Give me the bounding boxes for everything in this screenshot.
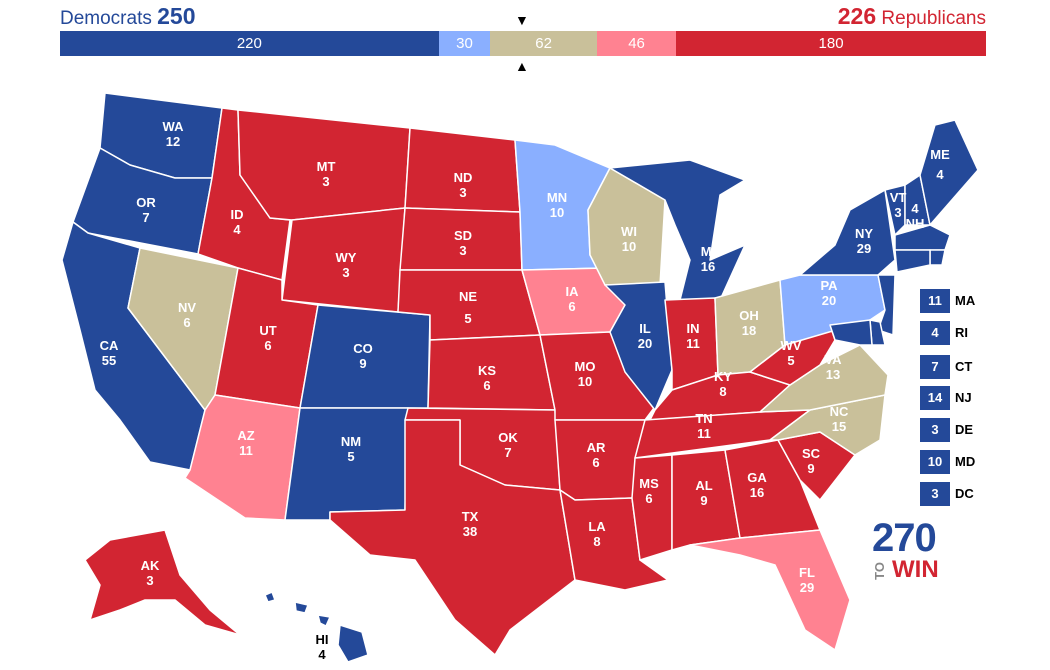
small-state-ev-MD[interactable]: 10	[920, 450, 950, 474]
democrats-name: Democrats	[60, 8, 152, 29]
small-state-ev-NJ[interactable]: 14	[920, 386, 950, 410]
electoral-vote-bar: 220 30 62 46 180	[60, 31, 986, 56]
state-label-PA: PA 20	[820, 278, 838, 308]
state-label-GA: GA 16	[747, 470, 767, 500]
270towin-logo[interactable]: 270 TO WIN	[872, 516, 939, 583]
state-label-WV: WV 5	[781, 338, 802, 368]
state-label-ME: ME 4	[930, 147, 950, 182]
state-label-NC: NC 15	[830, 404, 849, 434]
state-label-LA: LA 8	[588, 519, 606, 549]
state-label-NY: NY 29	[855, 226, 873, 256]
state-label-MI: MI 16	[701, 244, 715, 274]
republicans-label: 226 Republicans	[838, 4, 986, 31]
state-label-OK: OK 7	[498, 430, 518, 460]
state-label-UT: UT 6	[259, 323, 276, 353]
small-state-ev-MA[interactable]: 11	[920, 289, 950, 313]
state-AK[interactable]	[84, 529, 241, 636]
bar-segment-safe-dem: 220	[60, 31, 439, 56]
state-label-WA: WA 12	[163, 119, 185, 149]
state-CA[interactable]	[61, 221, 206, 471]
state-NJ[interactable]	[877, 274, 896, 336]
state-HI[interactable]	[264, 591, 369, 663]
small-state-ev-CT[interactable]: 7	[920, 355, 950, 379]
small-state-abbr-MA: MA	[955, 293, 976, 308]
bar-segment-lean-rep: 46	[596, 31, 677, 56]
small-state-abbr-NJ: NJ	[955, 390, 972, 405]
state-AR[interactable]	[554, 419, 646, 501]
small-state-ev-DC[interactable]: 3	[920, 482, 950, 506]
state-label-SC: SC 9	[802, 446, 821, 476]
small-state-abbr-DE: DE	[955, 422, 974, 437]
state-LA[interactable]	[559, 489, 669, 591]
state-CT[interactable]	[894, 249, 931, 273]
state-label-CO: CO 9	[353, 341, 373, 371]
state-label-AZ: AZ 11	[237, 428, 254, 458]
state-label-ID: ID 4	[231, 207, 244, 237]
us-map: WA 12 OR 7 CA 55 NV 6 ID 4 MT 3 WY 3 UT 6 AZ 11 C…	[61, 92, 979, 663]
state-label-VT: VT 3	[890, 190, 907, 220]
small-state-ev-RI[interactable]: 4	[920, 321, 950, 345]
state-label-NH: 4 NH	[906, 201, 925, 231]
state-label-MS: MS 6	[639, 476, 659, 506]
state-label-MT: MT 3	[317, 159, 336, 189]
state-label-TN: TN 11	[695, 411, 712, 441]
state-label-FL: FL 29	[799, 565, 815, 595]
small-state-abbr-DC: DC	[955, 486, 974, 501]
state-NM[interactable]	[284, 407, 409, 521]
state-FL[interactable]	[689, 529, 851, 651]
state-NY[interactable]	[799, 189, 896, 276]
state-label-OR: OR 7	[136, 195, 156, 225]
state-label-IL: IL 20	[638, 321, 652, 351]
state-IL[interactable]	[604, 281, 673, 411]
state-label-NV: NV 6	[178, 300, 196, 330]
state-label-KY: KY 8	[714, 369, 732, 399]
state-RI[interactable]	[929, 249, 946, 266]
small-state-abbr-RI: RI	[955, 325, 968, 340]
bar-segment-tossup: 62	[490, 31, 597, 56]
state-label-MN: MN 10	[547, 190, 567, 220]
state-ME[interactable]	[919, 119, 979, 226]
state-label-KS: KS 6	[478, 363, 496, 393]
state-TX[interactable]	[329, 419, 576, 656]
state-label-TX: TX 38	[462, 509, 479, 539]
state-label-NM: NM 5	[341, 434, 361, 464]
republicans-total: 226	[837, 3, 877, 29]
small-state-abbr-MD: MD	[955, 454, 976, 469]
state-label-AL: AL 9	[695, 478, 712, 508]
state-label-ND: ND 3	[454, 170, 473, 200]
logo-number: 270	[872, 516, 937, 560]
state-label-HI: HI 4	[316, 632, 329, 662]
state-label-OH: OH 18	[739, 308, 759, 338]
state-MI[interactable]	[609, 159, 746, 301]
state-label-WY: WY 3	[336, 250, 357, 280]
state-label-SD: SD 3	[454, 228, 472, 258]
democrats-label: Democrats 250	[60, 4, 196, 31]
state-label-NE: NE 5	[459, 289, 477, 326]
threshold-marker-bottom: ▲	[515, 58, 529, 74]
democrats-total: 250	[157, 3, 196, 29]
logo-to: TO	[872, 562, 887, 580]
small-state-ev-DE[interactable]: 3	[920, 418, 950, 442]
state-label-VA: VA 13	[824, 352, 842, 382]
state-MS[interactable]	[631, 454, 673, 561]
state-label-IN: IN 11	[686, 321, 700, 351]
state-label-MO: MO 10	[575, 359, 596, 389]
small-state-abbr-CT: CT	[955, 359, 973, 374]
state-label-CA: CA 55	[100, 338, 119, 368]
state-label-WI: WI 10	[621, 224, 637, 254]
bar-segment-safe-rep: 180	[676, 31, 986, 56]
logo-win: WIN	[892, 556, 939, 583]
bar-segment-lean-dem: 30	[438, 31, 491, 56]
state-MD[interactable]	[829, 319, 873, 346]
state-GA[interactable]	[724, 439, 821, 539]
state-MA[interactable]	[894, 224, 951, 251]
republicans-name: Republicans	[881, 8, 986, 29]
state-label-AR: AR 6	[587, 440, 606, 470]
threshold-marker-top: ▼	[515, 12, 529, 28]
state-label-IA: IA 6	[566, 284, 580, 314]
state-label-AK: AK 3	[141, 558, 160, 588]
